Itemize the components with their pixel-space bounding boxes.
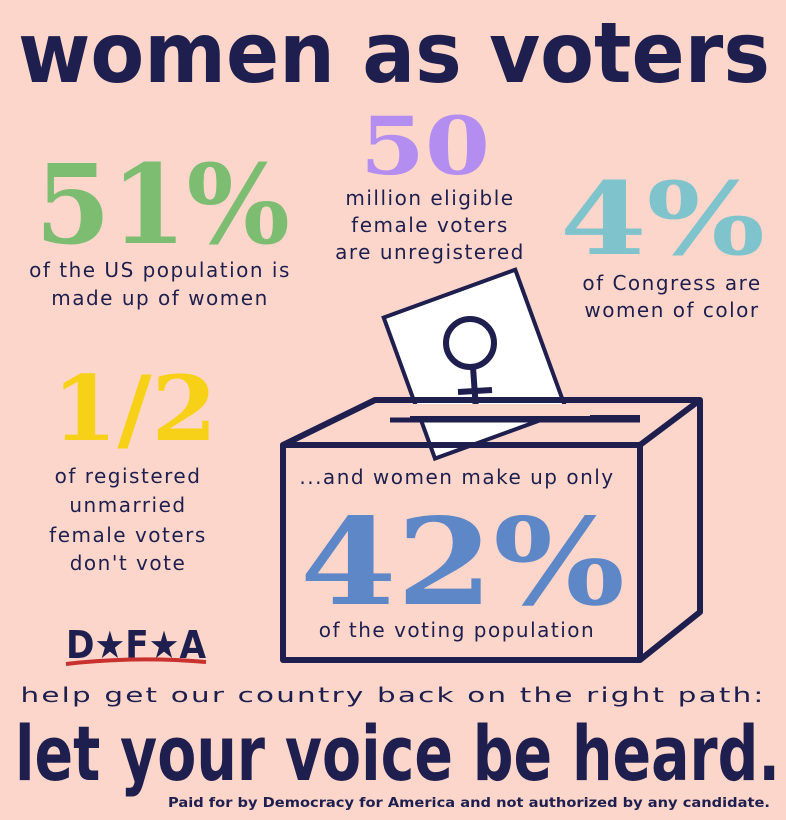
ballot-intro: ...and women make up only xyxy=(299,465,614,489)
stat-line: made up of women xyxy=(51,286,269,310)
title: women as voters xyxy=(18,4,770,102)
ballot-figure: 42% xyxy=(300,492,625,633)
disclaimer: Paid for by Democracy for America and no… xyxy=(168,796,770,811)
stat-line: of registered xyxy=(55,464,202,488)
stat-figure: 51% xyxy=(35,140,290,269)
stat-line: unmarried xyxy=(69,493,186,517)
stat-line: women of color xyxy=(584,298,759,322)
stat-line: of the US population is xyxy=(29,258,291,282)
stat-line: female voters xyxy=(49,523,207,547)
slot-cover xyxy=(410,404,590,416)
ballot-caption: of the voting population xyxy=(319,618,595,642)
stat-line: million eligible xyxy=(345,186,514,210)
stat-line: of Congress are xyxy=(582,271,761,295)
slogan: let your voice be heard. xyxy=(15,709,780,798)
logo-underline xyxy=(65,657,207,666)
stat-figure: 1/2 xyxy=(52,356,217,462)
call: help get our country back on the right p… xyxy=(21,683,766,707)
stat-line: are unregistered xyxy=(335,240,525,264)
stat-line: female voters xyxy=(351,213,509,237)
stat-figure: 50 xyxy=(360,99,490,193)
stat-figure: 4% xyxy=(560,160,765,278)
stat-line: don't vote xyxy=(70,551,187,575)
